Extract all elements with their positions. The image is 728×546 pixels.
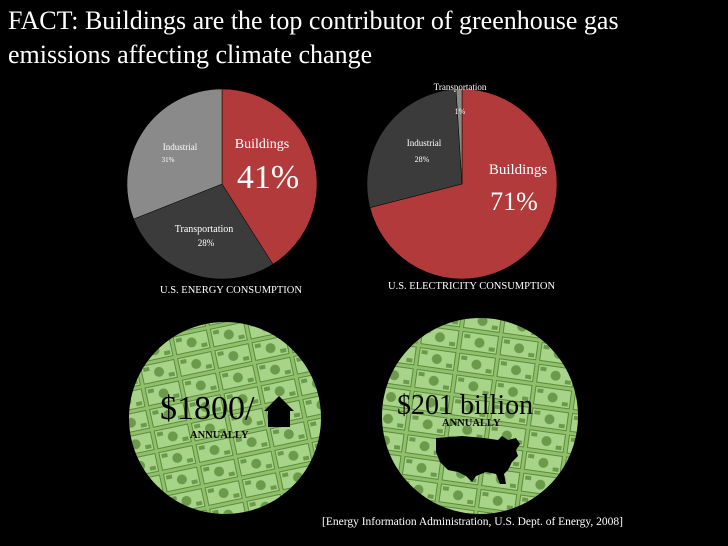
page-title: FACT: Buildings are the top contributor … bbox=[8, 6, 619, 69]
usa-map-icon bbox=[436, 436, 520, 484]
energy-chart-title: U.S. ENERGY CONSUMPTION bbox=[160, 285, 302, 296]
electricity-chart-title: U.S. ELECTRICITY CONSUMPTION bbox=[388, 281, 556, 292]
slice-label-industrial: Industrial bbox=[407, 138, 442, 148]
house-icon bbox=[264, 396, 294, 427]
slice-value-buildings: 41% bbox=[237, 159, 299, 196]
source-citation: [Energy Information Administration, U.S.… bbox=[322, 516, 623, 528]
slice-label-transportation: Transportation bbox=[175, 224, 234, 235]
slice-value-industrial: 28% bbox=[415, 155, 430, 164]
electricity-pie-chart: Buildings 71% Industrial 28% Transportation 1… bbox=[366, 82, 558, 280]
usa-cost-period: ANNUALLY bbox=[442, 418, 501, 429]
pie-slice-buildings bbox=[369, 88, 558, 280]
slice-value-transportation: 28% bbox=[198, 238, 215, 248]
slice-label-industrial: Industrial bbox=[163, 142, 198, 152]
slice-label-buildings: Buildings bbox=[489, 162, 548, 178]
home-cost-amount: $1800/ bbox=[160, 390, 255, 427]
pie-slice-transportation bbox=[133, 183, 274, 280]
slice-value-industrial: 31% bbox=[162, 156, 175, 164]
energy-pie-chart: Buildings 41% Transportation 28% Industrial 3… bbox=[126, 88, 318, 280]
pie-slice-buildings bbox=[221, 88, 318, 265]
money-circle-usa bbox=[382, 318, 578, 514]
slice-value-transportation: 1% bbox=[455, 107, 466, 116]
pie-slice-industrial bbox=[366, 88, 463, 208]
pie-slice-transportation bbox=[455, 88, 463, 185]
pie-slice-industrial bbox=[126, 88, 223, 220]
slice-label-buildings: Buildings bbox=[235, 137, 289, 152]
home-cost-period: ANNUALLY bbox=[190, 430, 249, 441]
usa-cost-amount: $201 billion bbox=[397, 390, 534, 421]
slice-value-buildings: 71% bbox=[490, 187, 538, 216]
slice-label-transportation: Transportation bbox=[434, 82, 487, 92]
